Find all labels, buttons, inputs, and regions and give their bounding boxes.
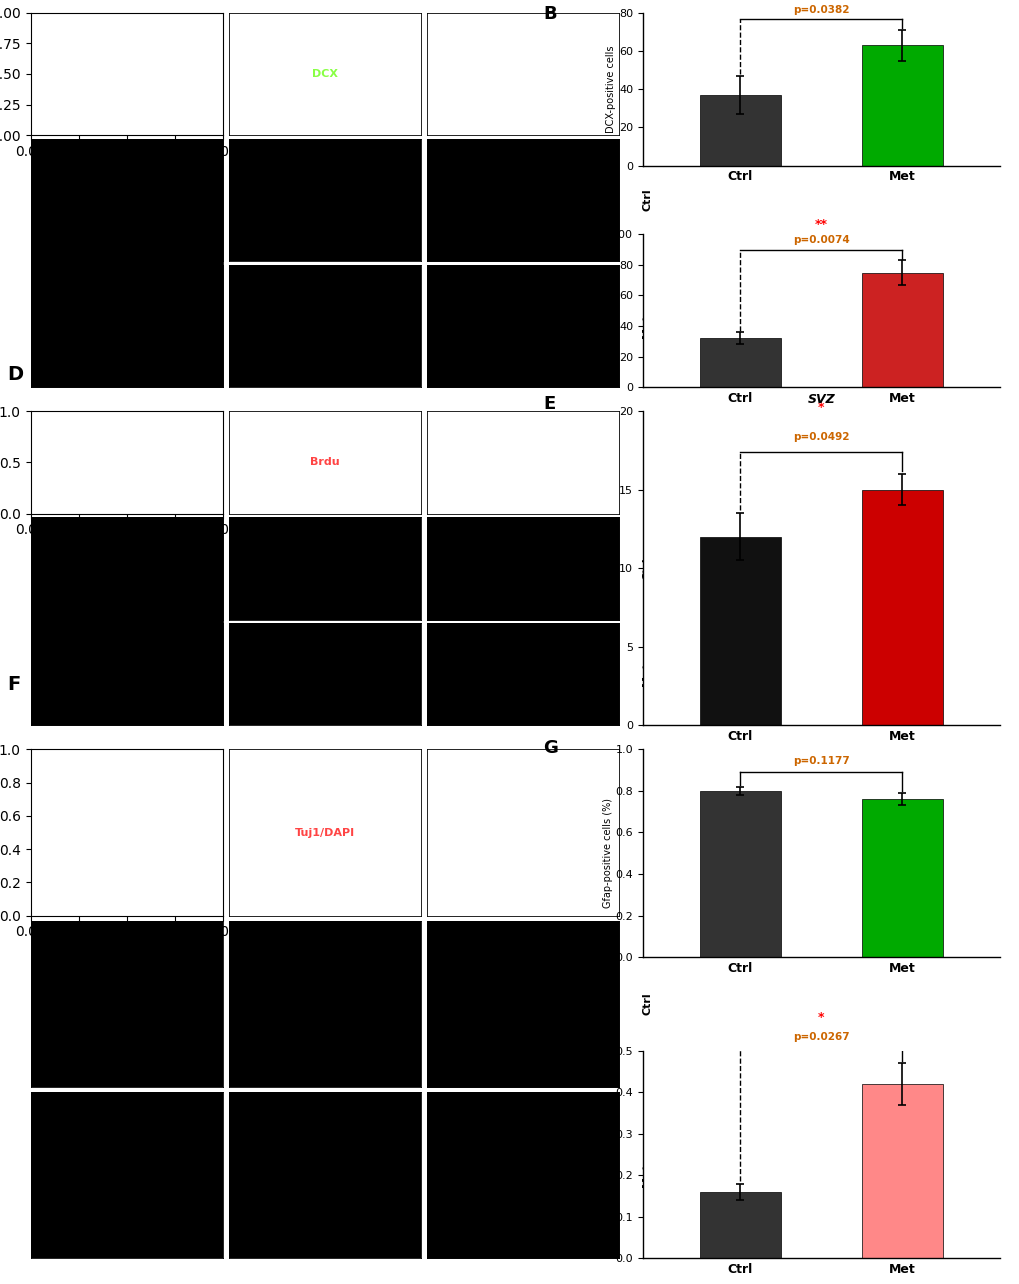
Bar [861,45,942,166]
Text: **: ** [814,218,826,231]
Text: B: B [542,5,556,23]
Bar [861,489,942,725]
Bar [699,1192,780,1258]
Text: *: * [817,401,823,415]
Text: DCX: DCX [312,69,337,80]
Text: D: D [7,365,23,384]
Text: Merge: Merge [502,69,542,80]
Text: p=0.0382: p=0.0382 [792,5,849,14]
Y-axis label: Number of
BrdU⁺/NeuN⁺ cells: Number of BrdU⁺/NeuN⁺ cells [594,524,615,612]
Y-axis label: Gfap-positive cells (%): Gfap-positive cells (%) [602,799,612,908]
Text: G: G [542,740,557,758]
Bar [699,338,780,386]
Text: C: C [542,227,555,245]
Text: p=0.1177: p=0.1177 [792,756,849,767]
Text: p=0.0492: p=0.0492 [792,433,849,443]
Bar [861,272,942,386]
Text: *: * [817,1011,823,1023]
Title: SVZ: SVZ [807,393,835,406]
Text: Ctrl: Ctrl [642,557,652,579]
Y-axis label: Sox2-positive cells: Sox2-positive cells [599,266,608,356]
Text: Merge: Merge [502,457,542,467]
Text: NeuN: NeuN [110,457,144,467]
Text: Brdu: Brdu [310,457,339,467]
Text: Sox2: Sox2 [111,69,142,80]
Bar [699,95,780,166]
Text: Met: Met [642,1163,652,1186]
Bar [861,1084,942,1258]
Text: Tuj1/DAPI: Tuj1/DAPI [294,827,355,837]
Y-axis label: Tuj1-positive cells (%): Tuj1-positive cells (%) [602,1102,612,1208]
Text: F: F [7,674,20,693]
Text: p=0.0267: p=0.0267 [792,1032,849,1043]
Text: GFAP/DAPI: GFAP/DAPI [94,827,160,837]
Bar [699,791,780,957]
Y-axis label: DCX-positive cells: DCX-positive cells [605,45,615,134]
Text: p=0.0074: p=0.0074 [792,235,849,245]
Text: Met: Met [642,663,652,686]
Text: Ctrl: Ctrl [642,189,652,212]
Bar [861,799,942,957]
Text: Merge: Merge [502,827,542,837]
Text: Ctrl: Ctrl [642,993,652,1016]
Text: E: E [542,395,554,413]
Text: H: H [542,1040,557,1058]
Bar [699,537,780,725]
Text: Met: Met [642,315,652,338]
